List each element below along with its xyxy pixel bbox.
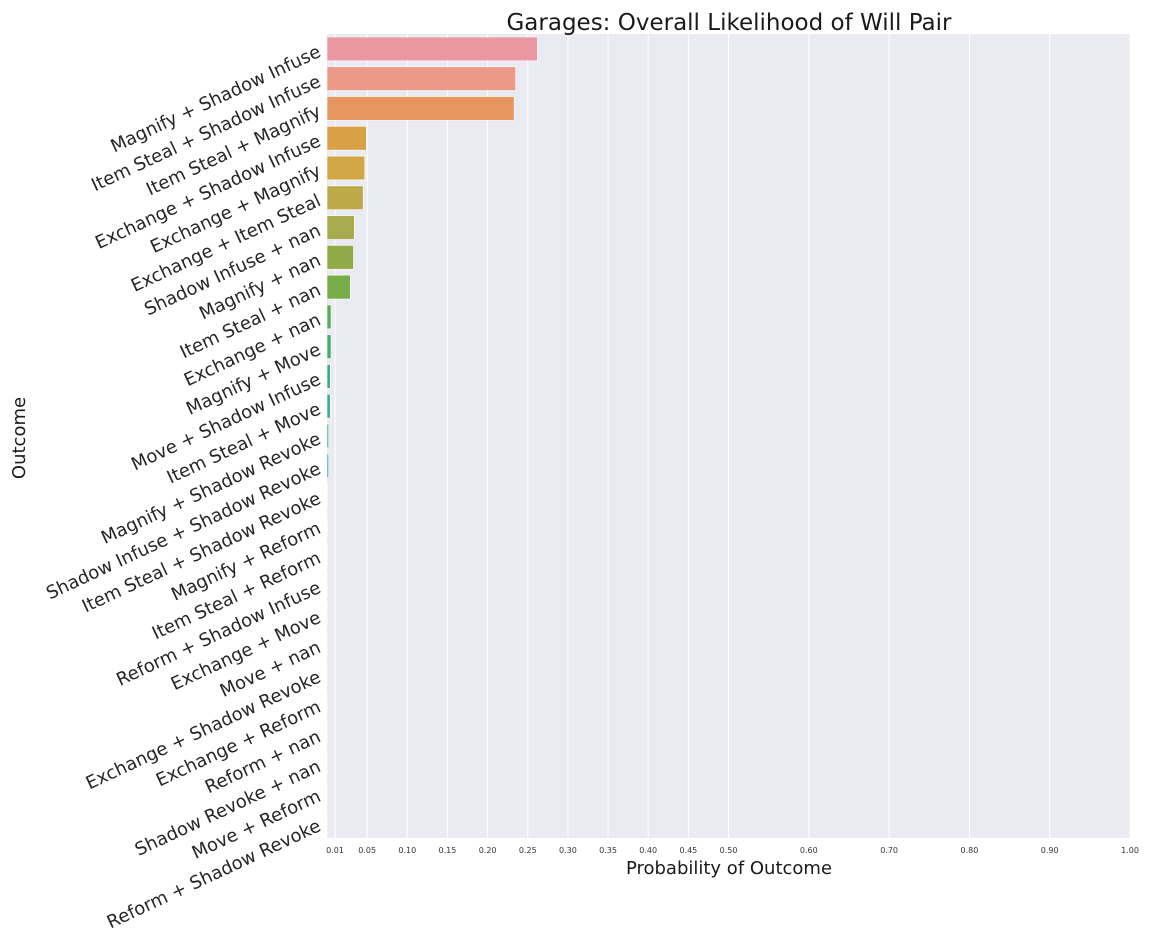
bar [326,453,329,478]
x-tick-label: 0.90 [1041,846,1059,855]
x-axis-label: Probability of Outcome [626,858,832,879]
x-tick-label: 0.35 [599,846,617,855]
x-tick-label: 0.80 [960,846,978,855]
x-tick-label: 1.00 [1121,846,1139,855]
bar [326,185,364,210]
x-tick-label: 0.60 [800,846,818,855]
bar [326,126,367,151]
x-tick-label: 0.40 [639,846,657,855]
bar [326,304,332,330]
bar [326,334,332,359]
x-tick-label: 0.30 [559,846,577,855]
x-tick-label: 0.01 [326,846,344,855]
grid-lines [334,34,1131,838]
x-tick-label: 0.70 [880,846,898,855]
bar [326,274,351,300]
bar [326,394,331,419]
bars [326,36,538,836]
y-axis-label: Outcome [9,397,30,479]
x-tick-label: 0.50 [720,846,738,855]
chart-title: Garages: Overall Likelihood of Will Pair [506,10,952,36]
bar [326,423,329,449]
bar [326,364,331,389]
x-tick-label: 0.25 [519,846,537,855]
x-tick-label: 0.10 [398,846,416,855]
bar [326,155,366,181]
x-tick-label: 0.15 [439,846,457,855]
bar [326,36,538,62]
bar [326,96,515,121]
bar [326,66,517,91]
bar [326,215,355,240]
x-tick-label: 0.05 [358,846,376,855]
x-tick-label: 0.20 [479,846,497,855]
x-tick-labels: 0.01 0.05 0.10 0.15 0.20 0.25 0.30 0.35 0.40 0.45… [326,846,1139,855]
bar [326,245,354,270]
x-tick-label: 0.45 [679,846,697,855]
